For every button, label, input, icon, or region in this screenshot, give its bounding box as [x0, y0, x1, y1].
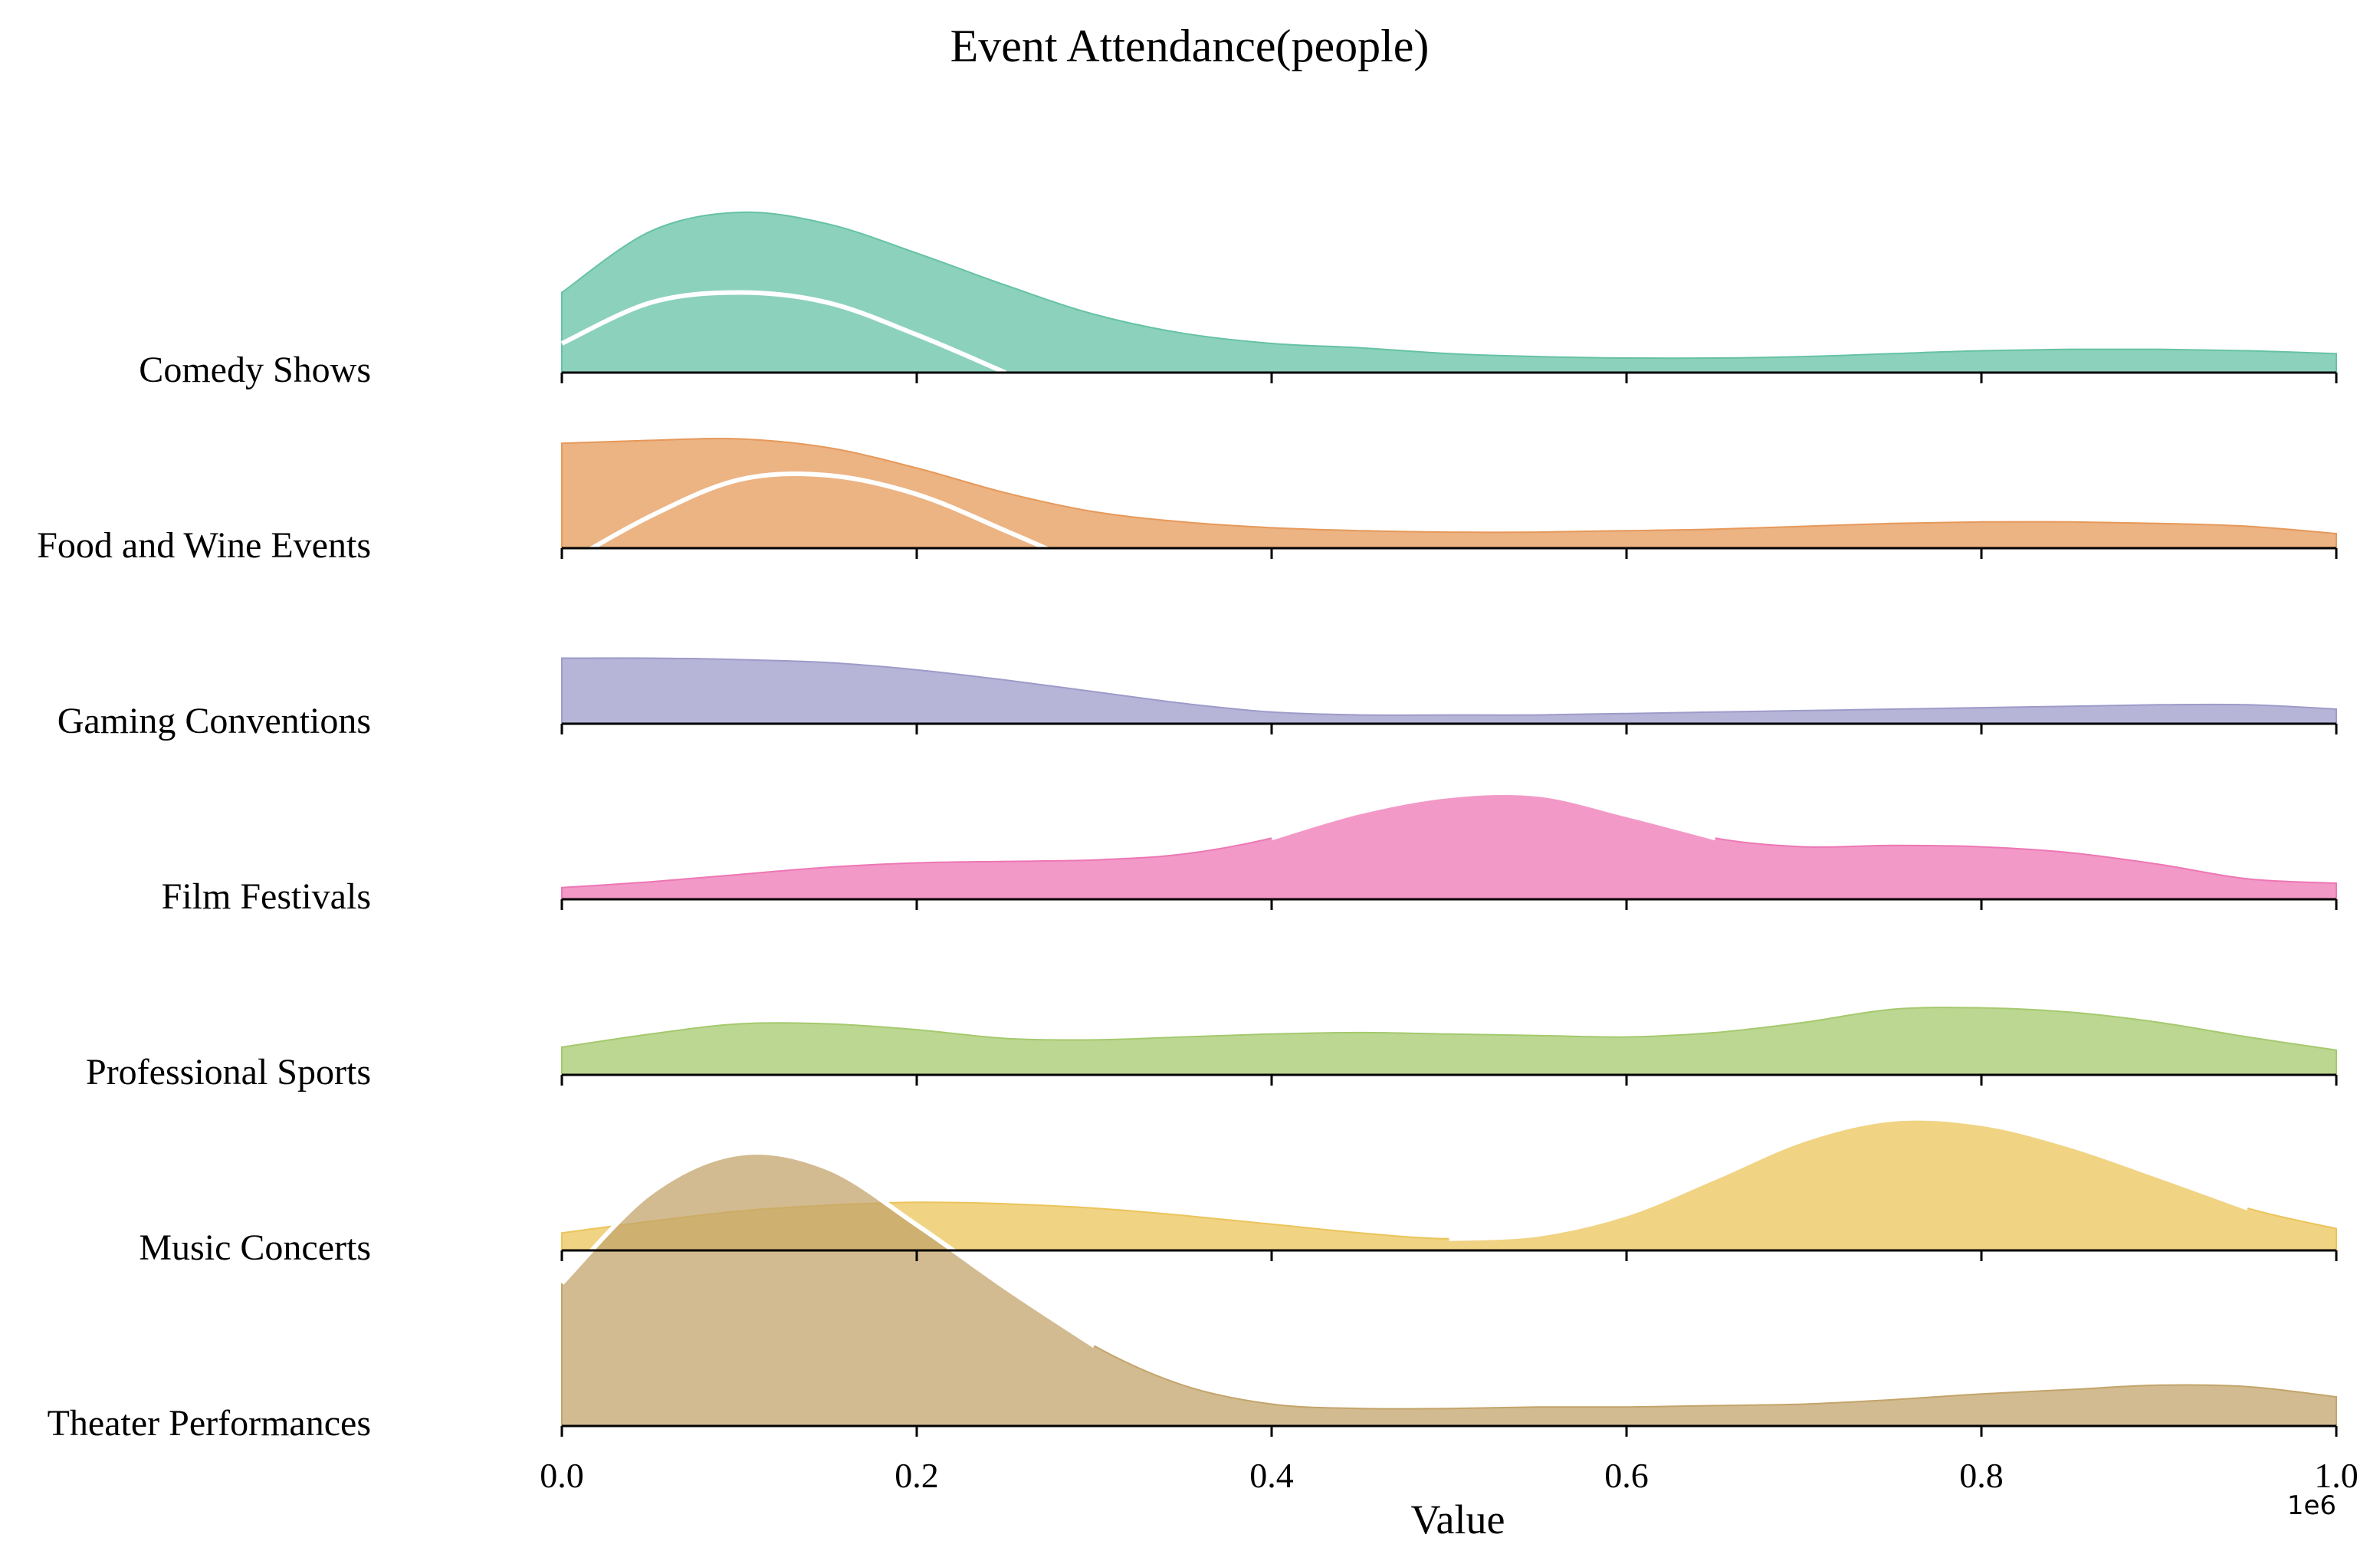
ridge-gaming-conventions [561, 657, 2337, 724]
ridge-comedy-shows [560, 211, 2337, 375]
highlight-curve-film-festivals [1271, 790, 1716, 841]
ridge-label-comedy-shows: Comedy Shows [139, 350, 371, 390]
highlight-curve-food-and-wine-events [560, 471, 1184, 616]
chart-title: Event Attendance(people) [950, 21, 1430, 71]
ridge-label-theater-performances: Theater Performances [48, 1403, 371, 1444]
density-area-gaming-conventions [561, 657, 2337, 724]
x-tick-label-4: 0.8 [1959, 1456, 2004, 1495]
ridge-food-and-wine-events [560, 437, 2337, 616]
ridge-label-music-concerts: Music Concerts [139, 1227, 371, 1268]
ridge-label-professional-sports: Professional Sports [86, 1052, 371, 1092]
x-tick-label-2: 0.4 [1249, 1456, 1294, 1495]
x-tick-label-3: 0.6 [1604, 1456, 1649, 1495]
density-area-film-festivals [561, 792, 2337, 900]
density-area-comedy-shows [561, 211, 2337, 373]
x-tick-label-5: 1.0 [2314, 1456, 2359, 1495]
ridge-layers [560, 211, 2337, 1427]
ridge-label-film-festivals: Film Festivals [162, 876, 371, 917]
x-axis-title: Value [1411, 1497, 1505, 1543]
x-tick-label-0: 0.0 [540, 1456, 584, 1495]
ridge-film-festivals [561, 790, 2337, 900]
x-axis-offset-text: 1e6 [2287, 1490, 2336, 1521]
density-area-professional-sports [561, 1007, 2337, 1076]
axes-layer: Comedy Shows Food and Wine Events Gaming C… [37, 350, 2359, 1495]
density-area-food-and-wine-events [561, 437, 2337, 549]
ridge-theater-performances [560, 1150, 2337, 1427]
highlight-curve-theater-performances [560, 1150, 1096, 1349]
x-tick-label-1: 0.2 [895, 1456, 939, 1495]
highlight-curve-comedy-shows [560, 290, 1006, 375]
ridge-professional-sports [561, 1007, 2337, 1076]
highlight-curve-music-concerts [1449, 1115, 2249, 1241]
ridge-label-food-and-wine-events: Food and Wine Events [37, 525, 371, 566]
ridge-label-gaming-conventions: Gaming Conventions [57, 701, 371, 741]
